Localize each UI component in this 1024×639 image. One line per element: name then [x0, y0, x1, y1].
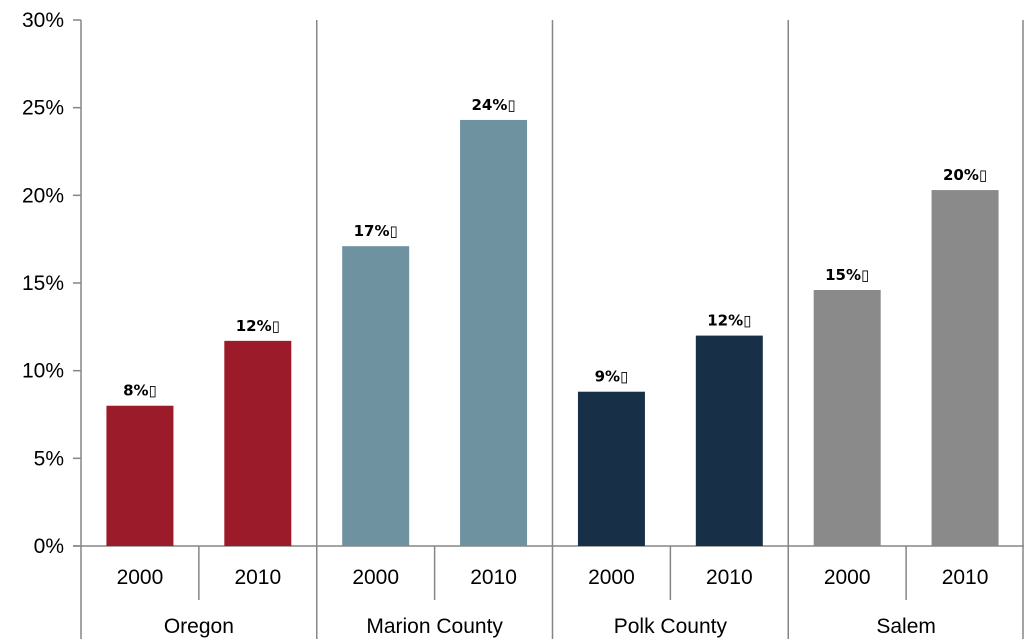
y-tick-label: 30% [22, 9, 64, 32]
bar-oregon-2000 [106, 405, 174, 546]
x-group-label: Marion County [366, 615, 503, 638]
x-category-label: 2000 [824, 566, 871, 589]
bar-salem-2010 [931, 190, 999, 546]
x-category-label: 2010 [706, 566, 753, 589]
bar-polk-county-2010 [695, 335, 763, 546]
x-category-label: 2000 [352, 566, 399, 589]
data-label: 9%▯ [595, 368, 629, 386]
axes-layer: 0% 5% 10% 15% 20% 25% 30% [22, 9, 1024, 639]
y-tick-label: 15% [22, 272, 64, 295]
bar-oregon-2010 [224, 340, 292, 546]
data-label: 20%▯ [943, 166, 987, 184]
x-category-label: 2000 [117, 566, 164, 589]
y-tick-label: 20% [22, 184, 64, 207]
x-category-label: 2010 [942, 566, 989, 589]
x-category-label: 2000 [588, 566, 635, 589]
data-label: 15%▯ [825, 266, 869, 284]
bar-polk-county-2000 [577, 391, 645, 546]
data-label: 17%▯ [354, 222, 398, 240]
data-label: 12%▯ [707, 312, 751, 330]
y-tick-label: 25% [22, 97, 64, 120]
data-label: 12%▯ [236, 317, 280, 335]
bar-marion-county-2010 [460, 119, 528, 546]
data-label: 8%▯ [123, 382, 157, 400]
data-label: 24%▯ [471, 96, 515, 114]
y-tick-label: 5% [34, 447, 64, 470]
x-group-label: Polk County [614, 615, 728, 638]
y-tick-label: 10% [22, 360, 64, 383]
x-group-label: Salem [876, 615, 936, 638]
x-category-label: 2010 [234, 566, 281, 589]
labels-layer: 8%▯ 2000 12%▯ 2010 Oregon 17%▯ 2000 24%▯ 2010 Mar… [117, 96, 989, 638]
bar-salem-2000 [813, 290, 881, 546]
bars-layer [106, 119, 999, 546]
y-tick-label: 0% [34, 535, 64, 558]
x-group-label: Oregon [164, 615, 234, 638]
bar-marion-county-2000 [342, 246, 410, 546]
x-category-label: 2010 [470, 566, 517, 589]
